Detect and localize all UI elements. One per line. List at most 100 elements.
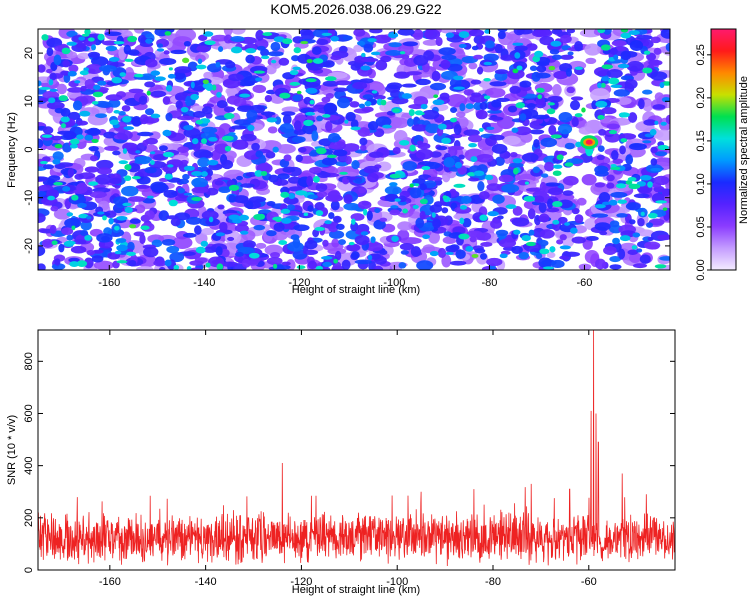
- heatmap-cell: [111, 76, 123, 84]
- heatmap-cell: [233, 195, 249, 204]
- heatmap-cell: [192, 111, 206, 118]
- heatmap-cell: [74, 173, 84, 180]
- heatmap-cell: [427, 176, 443, 181]
- heatmap-cell: [194, 225, 202, 235]
- heatmap-cell: [633, 193, 650, 199]
- heatmap-cell: [574, 66, 583, 70]
- heatmap-cell: [228, 73, 244, 82]
- heatmap-cell: [376, 161, 392, 172]
- heatmap-cell: [498, 238, 517, 248]
- heatmap-cell: [201, 227, 215, 236]
- heatmap-cell: [265, 111, 273, 119]
- heatmap-cell: [521, 152, 539, 162]
- heatmap-cell: [512, 158, 523, 164]
- heatmap-cell: [96, 159, 114, 170]
- heatmap-cell: [79, 70, 89, 76]
- heatmap-cell: [322, 80, 340, 87]
- heatmap-cell: [511, 127, 519, 133]
- heatmap-cell: [547, 102, 555, 106]
- heatmap-cell: [519, 113, 527, 121]
- heatmap-cell: [102, 215, 107, 221]
- heatmap-cell: [421, 109, 440, 120]
- heatmap-cell: [398, 262, 407, 269]
- heatmap-cell: [135, 184, 151, 189]
- heatmap-cell: [214, 180, 224, 186]
- snr-frame: [37, 329, 676, 571]
- heatmap-cell: [312, 175, 320, 183]
- heatmap-cell: [469, 236, 477, 243]
- heatmap-cell: [46, 37, 63, 48]
- heatmap-cell: [613, 54, 619, 61]
- heatmap-cell: [410, 246, 422, 257]
- heatmap-cell: [118, 160, 128, 165]
- heatmap-cell: [116, 244, 128, 252]
- heatmap-cell: [453, 183, 466, 188]
- heatmap-cell: [620, 138, 628, 143]
- heatmap-cell: [399, 51, 406, 55]
- heatmap-cell: [317, 171, 331, 179]
- heatmap-cell: [169, 251, 185, 263]
- heatmap-cell: [86, 215, 92, 220]
- heatmap-cell: [619, 145, 626, 155]
- heatmap-cell: [388, 42, 402, 48]
- heatmap-cell: [665, 114, 670, 125]
- heatmap-cell: [415, 217, 425, 229]
- snr-y-tick-label: 400: [23, 456, 35, 474]
- heatmap-cell: [335, 160, 349, 167]
- colorbar-tick-label: 0.05: [695, 216, 707, 237]
- heatmap-cell: [219, 221, 228, 233]
- heatmap-cell: [595, 100, 608, 108]
- heatmap-cell: [315, 147, 327, 155]
- heatmap-cell: [566, 86, 576, 94]
- heatmap-cell: [282, 38, 293, 45]
- heatmap-cell: [71, 225, 76, 231]
- snr-x-tick-label: -120: [290, 576, 312, 588]
- heatmap-cell: [594, 182, 606, 188]
- heatmap-cell: [103, 131, 117, 139]
- heatmap-cell: [145, 108, 155, 116]
- heatmap-cell: [373, 265, 384, 270]
- heatmap-cell: [642, 140, 652, 144]
- heatmap-cell: [341, 259, 351, 270]
- heatmap-cell: [606, 123, 620, 130]
- heatmap-cell: [121, 185, 139, 197]
- heatmap-cell: [228, 214, 241, 221]
- heatmap-cell: [38, 190, 47, 197]
- heatmap-cell: [419, 183, 428, 191]
- heatmap-cell: [397, 29, 415, 36]
- heatmap-cell: [606, 182, 615, 189]
- heatmap-cell: [198, 34, 208, 41]
- heatmap-cell: [218, 46, 224, 53]
- heatmap-cell: [591, 213, 609, 218]
- heatmap-cell: [38, 245, 46, 257]
- heatmap-cell: [475, 109, 488, 120]
- heatmap-cell: [445, 251, 454, 255]
- heatmap-cell: [546, 108, 556, 115]
- snr-panel: -160 -140 -120 -100 -80 -60 0 200 400 600 800 Hei…: [6, 329, 676, 596]
- heatmap-cell: [600, 44, 611, 51]
- heatmap-cell: [183, 192, 193, 196]
- heatmap-cell: [230, 36, 245, 43]
- heatmap-cell: [231, 139, 249, 150]
- heatmap-x-tick-label: -60: [577, 277, 593, 289]
- heatmap-cell: [204, 175, 212, 181]
- heatmap-cell: [416, 260, 434, 270]
- heatmap-cell: [602, 201, 611, 206]
- heatmap-cell: [440, 59, 451, 70]
- heatmap-cell: [650, 36, 661, 44]
- heatmap-cell: [595, 258, 606, 270]
- heatmap-cell: [542, 266, 555, 270]
- heatmap-cell: [295, 154, 303, 163]
- heatmap-cell: [539, 181, 547, 192]
- heatmap-cell: [389, 182, 398, 187]
- heatmap-cell: [618, 112, 630, 118]
- heatmap-cell: [253, 213, 265, 221]
- heatmap-cell: [92, 91, 104, 98]
- heatmap-cell: [505, 204, 517, 209]
- heatmap-cell: [445, 245, 459, 253]
- heatmap-cell: [648, 218, 665, 226]
- heatmap-cells: [38, 29, 670, 270]
- heatmap-cell: [273, 36, 285, 43]
- heatmap-cell: [116, 35, 124, 47]
- heatmap-cell: [566, 29, 576, 34]
